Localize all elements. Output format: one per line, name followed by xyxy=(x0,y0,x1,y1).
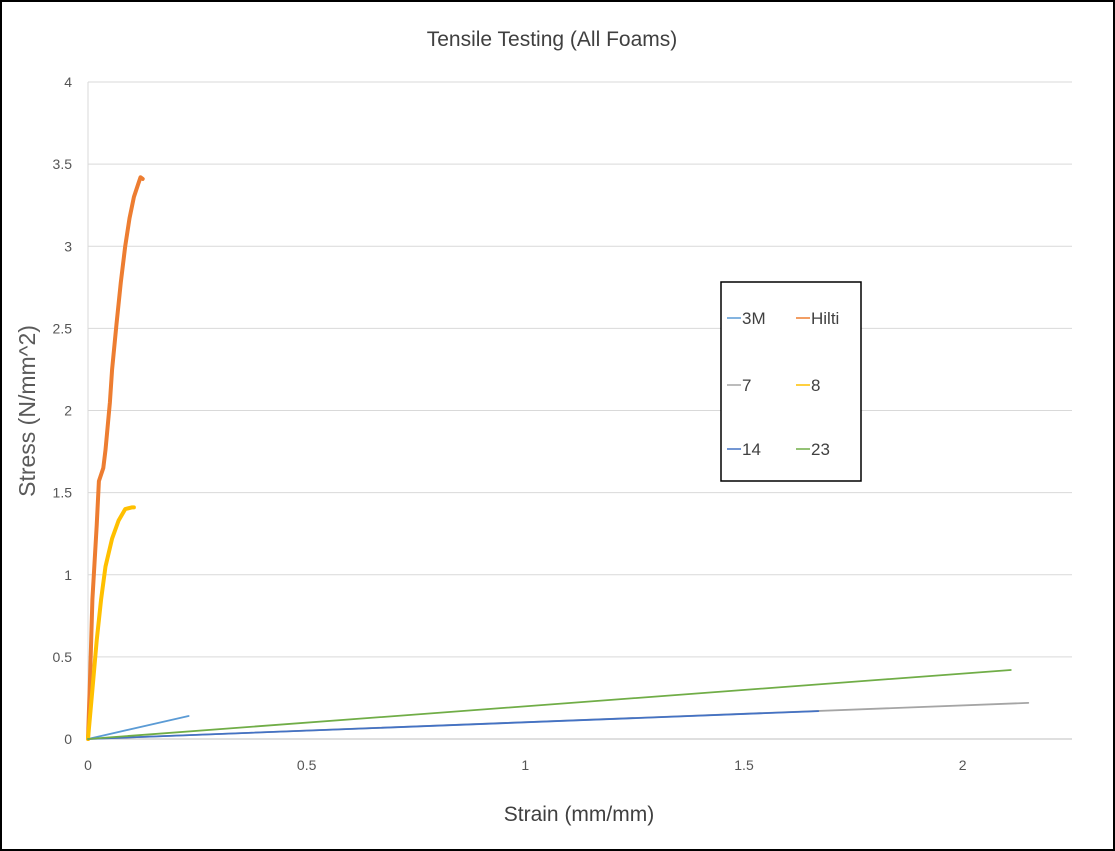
y-tick-label: 0 xyxy=(64,731,72,747)
x-tick-label: 1 xyxy=(521,757,529,773)
y-tick-label: 1.5 xyxy=(53,485,73,501)
y-tick-label: 0.5 xyxy=(53,649,73,665)
legend-label-23: 23 xyxy=(811,440,830,459)
y-tick-label: 2 xyxy=(64,403,72,419)
legend-label-8: 8 xyxy=(811,376,820,395)
y-tick-label: 4 xyxy=(64,74,72,90)
x-tick-label: 1.5 xyxy=(734,757,754,773)
series-line-8 xyxy=(86,505,136,741)
legend: 3M Hilti 7 8 14 23 xyxy=(720,281,862,482)
y-tick-labels: 0 0.5 1 1.5 2 2.5 3 3.5 4 xyxy=(53,74,73,747)
legend-label-7: 7 xyxy=(742,376,751,395)
gridlines xyxy=(88,81,1072,658)
x-tick-label: 0 xyxy=(84,757,92,773)
legend-box xyxy=(720,281,862,482)
legend-label-hilti: Hilti xyxy=(811,309,839,328)
series-lines xyxy=(86,175,1030,741)
legend-label-3m: 3M xyxy=(742,309,766,328)
y-tick-label: 2.5 xyxy=(53,320,73,336)
y-axis-label: Stress (N/mm^2) xyxy=(14,325,40,497)
series-line-hilti xyxy=(86,175,145,741)
y-tick-label: 3.5 xyxy=(53,156,73,172)
x-axis-label: Strain (mm/mm) xyxy=(504,803,655,826)
x-tick-labels: 0 0.5 1 1.5 2 xyxy=(84,757,967,773)
series-line-23 xyxy=(87,669,1012,740)
legend-label-14: 14 xyxy=(742,440,761,459)
x-tick-label: 2 xyxy=(959,757,967,773)
y-tick-label: 1 xyxy=(64,567,72,583)
x-tick-label: 0.5 xyxy=(297,757,317,773)
chart-title: Tensile Testing (All Foams) xyxy=(427,28,678,51)
series-line-3m xyxy=(87,715,190,740)
axes xyxy=(87,82,1072,740)
y-tick-label: 3 xyxy=(64,238,72,254)
series-line-14 xyxy=(87,710,820,740)
